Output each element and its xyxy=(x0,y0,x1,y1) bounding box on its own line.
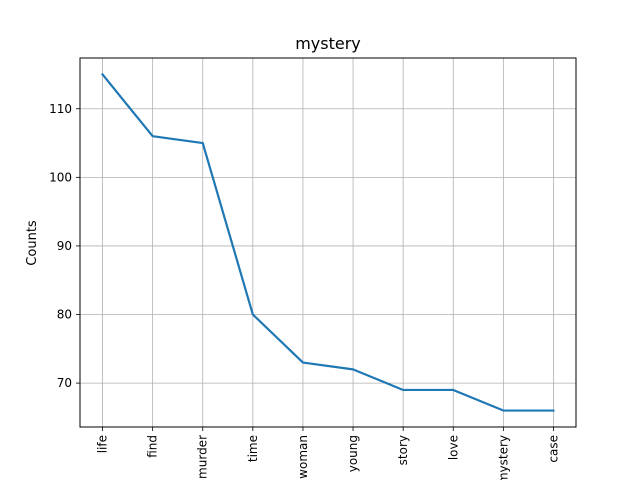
x-tick-label: love xyxy=(446,435,460,460)
y-tick-label: 90 xyxy=(57,239,72,253)
x-tick-label: story xyxy=(396,435,410,465)
x-tick-label: young xyxy=(346,435,360,472)
series-line xyxy=(101,72,555,412)
grid xyxy=(80,58,576,427)
y-tick-label: 80 xyxy=(57,308,72,322)
y-axis: 70 80 90 100 110 xyxy=(49,102,80,390)
x-tick-label: mystery xyxy=(496,435,510,480)
y-tick-label: 70 xyxy=(57,376,72,390)
plot-frame xyxy=(79,57,577,428)
chart-title: mystery xyxy=(295,34,361,53)
x-tick-label: murder xyxy=(196,435,210,479)
x-tick-label: life xyxy=(96,435,110,453)
series-layer xyxy=(101,72,555,412)
x-tick-label: woman xyxy=(296,435,310,479)
x-tick-label: time xyxy=(246,435,260,462)
y-tick-label: 110 xyxy=(49,102,72,116)
y-axis-label: Counts xyxy=(25,220,40,266)
x-tick-label: case xyxy=(546,435,560,463)
y-tick-label: 100 xyxy=(49,170,72,184)
x-axis: life find murder time woman young story love mys… xyxy=(96,427,560,480)
x-tick-label: find xyxy=(146,435,160,458)
